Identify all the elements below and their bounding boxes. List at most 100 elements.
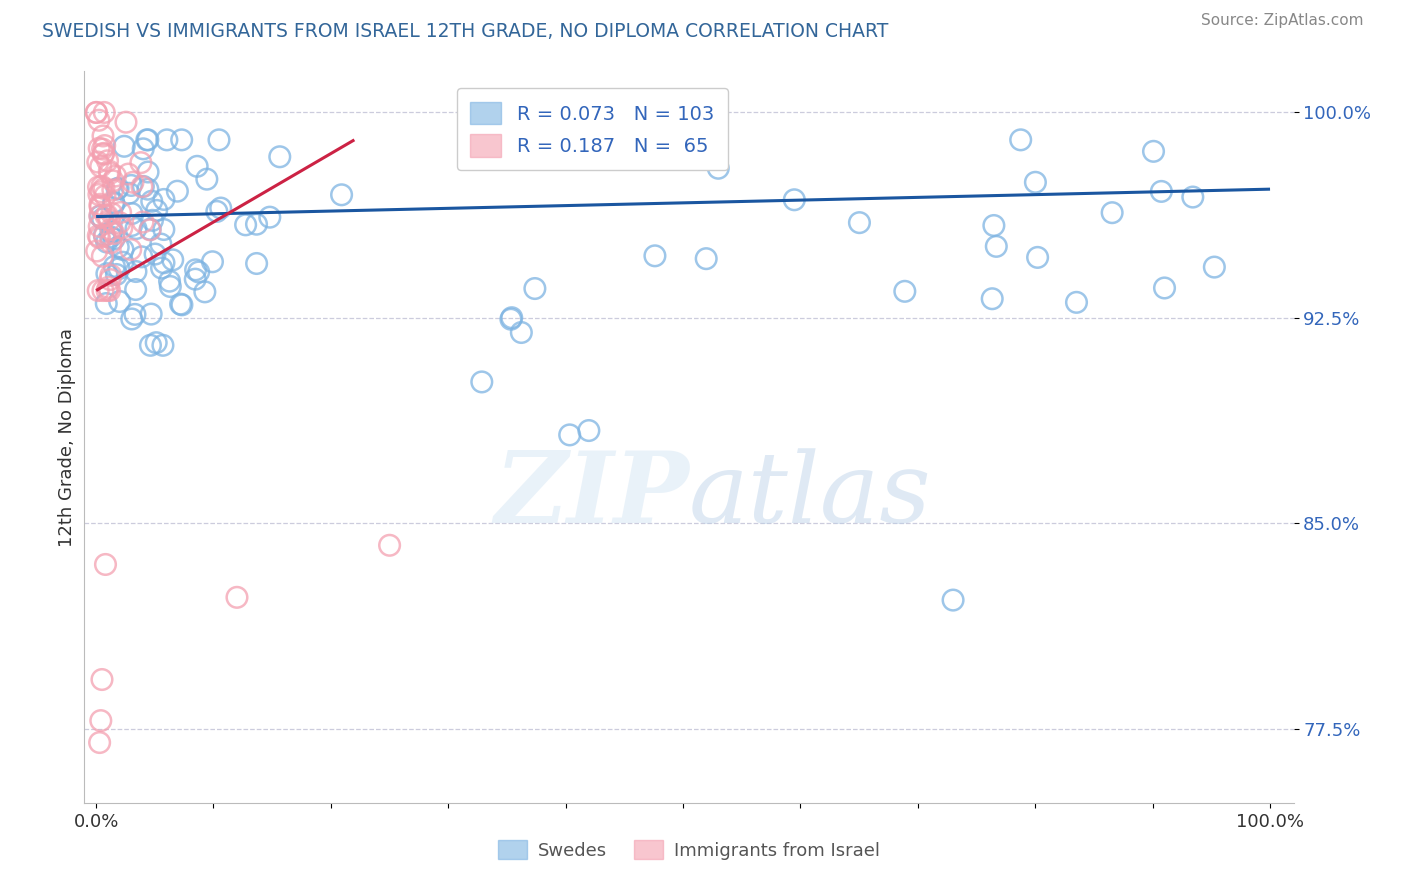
Point	[93, 181, 115, 195]
Point	[91, 147, 114, 161]
Point	[621, 145, 644, 159]
Point	[91, 284, 114, 298]
Point	[93, 228, 115, 243]
Point	[89, 209, 111, 223]
Point	[98, 166, 121, 180]
Point	[184, 263, 207, 277]
Point	[100, 225, 122, 239]
Point	[152, 338, 174, 352]
Point	[208, 133, 231, 147]
Point	[226, 591, 249, 605]
Point	[87, 155, 110, 169]
Point	[124, 283, 146, 297]
Point	[89, 219, 111, 234]
Point	[578, 424, 600, 438]
Point	[169, 297, 191, 311]
Point	[124, 307, 146, 321]
Point	[131, 179, 153, 194]
Point	[98, 213, 121, 227]
Point	[121, 206, 143, 220]
Point	[98, 164, 121, 178]
Point	[153, 256, 176, 270]
Point	[942, 593, 965, 607]
Text: Source: ZipAtlas.com: Source: ZipAtlas.com	[1201, 13, 1364, 29]
Point	[87, 284, 110, 298]
Point	[1024, 175, 1046, 189]
Point	[184, 272, 207, 286]
Point	[84, 105, 107, 120]
Point	[94, 188, 117, 202]
Point	[153, 222, 176, 236]
Point	[136, 133, 159, 147]
Point	[139, 223, 162, 237]
Point	[120, 243, 142, 257]
Point	[246, 256, 269, 270]
Point	[186, 159, 208, 173]
Point	[330, 187, 353, 202]
Point	[103, 260, 125, 274]
Point	[93, 138, 115, 153]
Point	[205, 204, 228, 219]
Point	[118, 186, 141, 201]
Point	[100, 206, 122, 220]
Point	[107, 181, 129, 195]
Point	[93, 146, 115, 161]
Point	[121, 312, 143, 326]
Point	[89, 141, 111, 155]
Point	[98, 284, 121, 298]
Point	[132, 215, 155, 229]
Point	[96, 153, 118, 168]
Point	[100, 230, 122, 244]
Point	[87, 180, 110, 194]
Point	[981, 292, 1004, 306]
Point	[145, 203, 167, 218]
Point	[93, 228, 115, 243]
Point	[1010, 133, 1032, 147]
Point	[91, 673, 114, 687]
Point	[1150, 185, 1173, 199]
Point	[105, 268, 128, 282]
Point	[695, 252, 717, 266]
Point	[103, 196, 125, 211]
Point	[145, 335, 167, 350]
Point	[104, 169, 127, 183]
Point	[894, 285, 917, 299]
Point	[108, 294, 131, 309]
Point	[983, 219, 1005, 233]
Point	[94, 209, 117, 223]
Point	[100, 235, 122, 250]
Point	[91, 211, 114, 226]
Point	[1204, 260, 1226, 274]
Point	[139, 338, 162, 352]
Point	[87, 113, 110, 128]
Point	[117, 167, 139, 181]
Point	[135, 133, 157, 147]
Point	[100, 268, 122, 283]
Point	[111, 255, 134, 269]
Point	[848, 216, 870, 230]
Point	[166, 184, 188, 198]
Point	[120, 178, 142, 193]
Point	[170, 298, 193, 312]
Point	[108, 261, 131, 276]
Point	[97, 280, 120, 294]
Point	[136, 165, 159, 179]
Point	[209, 201, 232, 215]
Point	[136, 182, 159, 196]
Point	[90, 185, 112, 199]
Point	[107, 240, 129, 254]
Point	[125, 264, 148, 278]
Point	[103, 232, 125, 246]
Point	[1181, 190, 1204, 204]
Point	[105, 182, 128, 196]
Point	[103, 195, 125, 210]
Point	[141, 194, 163, 209]
Y-axis label: 12th Grade, No Diploma: 12th Grade, No Diploma	[58, 327, 76, 547]
Point	[87, 187, 110, 202]
Point	[89, 209, 111, 223]
Point	[89, 199, 111, 213]
Point	[1026, 251, 1049, 265]
Point	[111, 221, 134, 235]
Point	[245, 217, 267, 231]
Point	[93, 105, 115, 120]
